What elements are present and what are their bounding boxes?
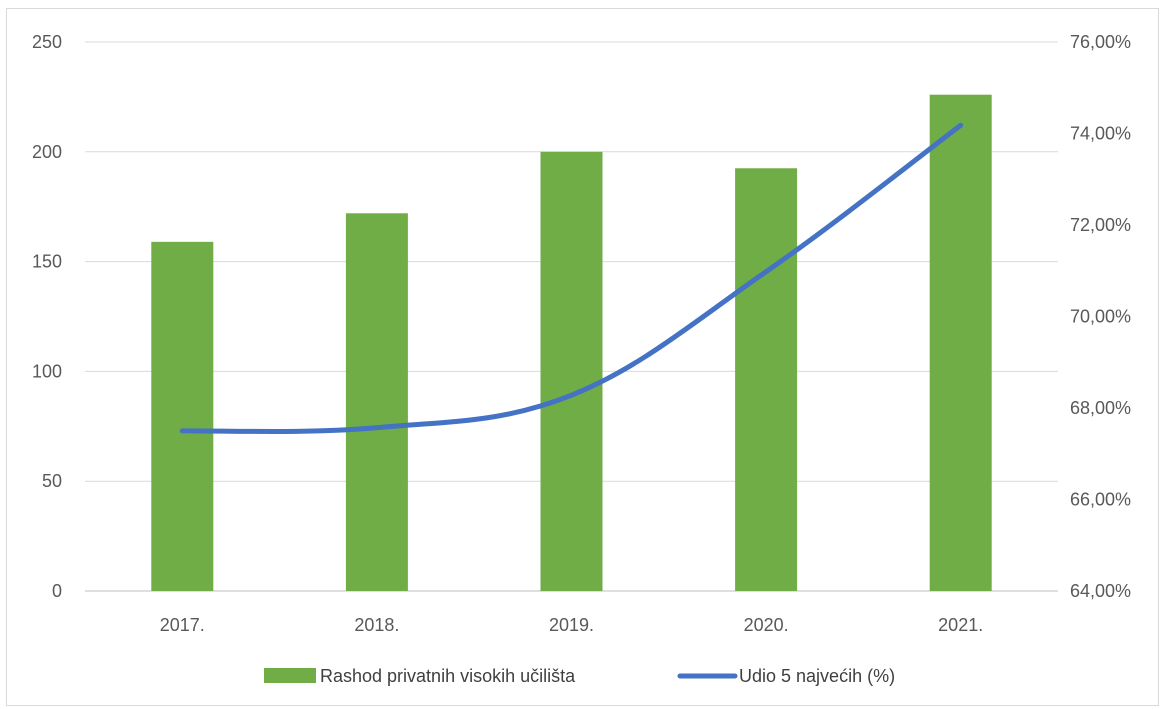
- right-axis-tick-label: 72,00%: [1070, 215, 1131, 235]
- right-axis-tick-label: 76,00%: [1070, 32, 1131, 52]
- x-axis-tick-label: 2020.: [744, 615, 789, 635]
- right-axis-tick-label: 70,00%: [1070, 307, 1131, 327]
- left-axis-tick-label: 50: [42, 471, 62, 491]
- bar: [345, 213, 408, 591]
- x-axis-tick-label: 2017.: [160, 615, 205, 635]
- bar: [929, 94, 992, 591]
- bar: [151, 241, 214, 591]
- left-axis-tick-label: 150: [32, 252, 62, 272]
- right-axis: 64,00% 66,00% 68,00% 70,00% 72,00% 74,00% 76,0…: [1070, 32, 1131, 601]
- left-axis-tick-label: 250: [32, 32, 62, 52]
- bar: [735, 168, 798, 591]
- left-axis-tick-label: 0: [52, 581, 62, 601]
- left-axis-tick-label: 200: [32, 142, 62, 162]
- series-line: [179, 122, 964, 434]
- legend-swatch-bar: [264, 668, 316, 683]
- left-axis-tick-label: 100: [32, 361, 62, 381]
- right-axis-tick-label: 74,00%: [1070, 124, 1131, 144]
- bar: [540, 151, 603, 592]
- line-series: [179, 122, 964, 434]
- legend-label-line: Udio 5 najvećih (%): [739, 666, 895, 686]
- bar-series: [151, 94, 992, 592]
- x-axis: 2017. 2018. 2019. 2020. 2021.: [160, 615, 983, 635]
- x-axis-tick-label: 2018.: [354, 615, 399, 635]
- legend: Rashod privatnih visokih učilišta Udio 5 …: [264, 666, 895, 686]
- right-axis-tick-label: 66,00%: [1070, 490, 1131, 510]
- right-axis-tick-label: 68,00%: [1070, 398, 1131, 418]
- legend-label-bar: Rashod privatnih visokih učilišta: [320, 666, 576, 686]
- right-axis-tick-label: 64,00%: [1070, 581, 1131, 601]
- x-axis-tick-label: 2021.: [938, 615, 983, 635]
- left-axis: 0 50 100 150 200 250: [32, 32, 62, 601]
- x-axis-tick-label: 2019.: [549, 615, 594, 635]
